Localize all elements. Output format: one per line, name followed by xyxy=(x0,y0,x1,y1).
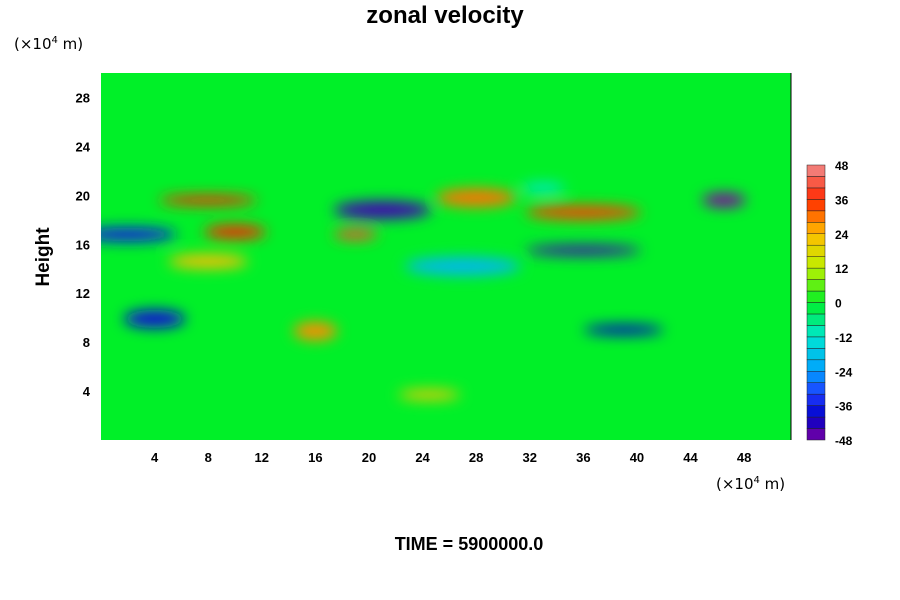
colorbar-segment xyxy=(806,416,826,429)
heatmap-plot-area xyxy=(101,73,791,440)
y-tick-label: 28 xyxy=(76,90,90,105)
colorbar-ticks: 48 36 24 12 0 -12 -24 -36 -48 xyxy=(835,159,853,448)
heatmap-feature xyxy=(333,201,432,220)
colorbar-segment xyxy=(806,302,826,315)
time-label: TIME = 5900000.0 xyxy=(395,534,544,554)
colorbar-tick-label: 0 xyxy=(835,297,842,311)
heatmap-feature xyxy=(404,257,521,276)
colorbar-segment xyxy=(806,382,826,395)
x-tick-label: 44 xyxy=(683,450,698,465)
colorbar-segment xyxy=(806,244,826,257)
colorbar-tick-label: 48 xyxy=(835,159,849,173)
x-tick-label: 40 xyxy=(630,450,644,465)
heatmap-feature xyxy=(333,229,378,240)
colorbar-tick-label: -48 xyxy=(835,434,853,448)
colorbar-segment xyxy=(806,256,826,269)
y-axis-unit: (×104 m) xyxy=(14,35,83,53)
x-tick-label: 12 xyxy=(255,450,269,465)
y-axis-label: Height xyxy=(33,227,54,287)
colorbar-segment xyxy=(806,336,826,349)
heatmap-field xyxy=(101,182,747,400)
x-tick-label: 48 xyxy=(737,450,751,465)
heatmap-feature xyxy=(521,182,566,193)
colorbar xyxy=(806,164,826,441)
heatmap-feature xyxy=(293,322,338,341)
chart-title: zonal velocity xyxy=(366,2,524,29)
colorbar-segment xyxy=(806,222,826,235)
colorbar-segment xyxy=(806,210,826,223)
x-tick-label: 28 xyxy=(469,450,483,465)
heatmap-feature xyxy=(525,245,642,256)
colorbar-segment xyxy=(806,176,826,189)
heatmap-feature xyxy=(101,227,177,242)
heatmap-feature xyxy=(702,193,747,208)
colorbar-segment xyxy=(806,279,826,292)
colorbar-tick-label: -24 xyxy=(835,365,853,379)
x-tick-label: 20 xyxy=(362,450,376,465)
colorbar-segment xyxy=(806,313,826,326)
colorbar-tick-label: 36 xyxy=(835,193,849,207)
colorbar-segment xyxy=(806,187,826,200)
colorbar-segment xyxy=(806,325,826,338)
x-tick-label: 16 xyxy=(308,450,322,465)
y-tick-label: 4 xyxy=(83,384,91,399)
colorbar-tick-label: -12 xyxy=(835,331,853,345)
x-tick-label: 8 xyxy=(205,450,212,465)
x-tick-label: 4 xyxy=(151,450,159,465)
heatmap-feature xyxy=(525,205,642,220)
heatmap-feature xyxy=(203,225,266,240)
heatmap-feature xyxy=(398,389,461,400)
y-tick-label: 16 xyxy=(76,237,90,252)
colorbar-segment xyxy=(806,359,826,372)
heatmap-feature xyxy=(583,324,664,335)
colorbar-segment xyxy=(806,405,826,418)
y-axis-ticks: 4 8 12 16 20 24 28 xyxy=(76,90,91,399)
y-tick-label: 8 xyxy=(83,335,90,350)
colorbar-segment xyxy=(806,393,826,406)
x-tick-label: 36 xyxy=(576,450,590,465)
x-axis-ticks: 4 8 12 16 20 24 28 32 36 40 44 48 xyxy=(151,450,751,465)
x-tick-label: 32 xyxy=(523,450,537,465)
colorbar-tick-label: -36 xyxy=(835,400,853,414)
colorbar-segment xyxy=(806,348,826,361)
x-tick-label: 24 xyxy=(415,450,430,465)
heatmap-feature xyxy=(159,195,258,206)
y-tick-label: 24 xyxy=(76,139,91,154)
colorbar-segment xyxy=(806,199,826,212)
colorbar-tick-label: 24 xyxy=(835,228,849,242)
colorbar-tick-label: 12 xyxy=(835,262,849,276)
y-tick-label: 20 xyxy=(76,188,90,203)
colorbar-segment xyxy=(806,428,826,441)
colorbar-segment xyxy=(806,290,826,303)
heatmap-feature xyxy=(123,309,186,328)
heatmap-feature xyxy=(436,188,517,207)
heatmap-feature xyxy=(168,254,249,269)
colorbar-segment xyxy=(806,233,826,246)
colorbar-segment xyxy=(806,164,826,177)
colorbar-segment xyxy=(806,267,826,280)
colorbar-segment xyxy=(806,371,826,383)
x-axis-unit: (×104 m) xyxy=(716,475,785,493)
y-tick-label: 12 xyxy=(76,286,90,301)
